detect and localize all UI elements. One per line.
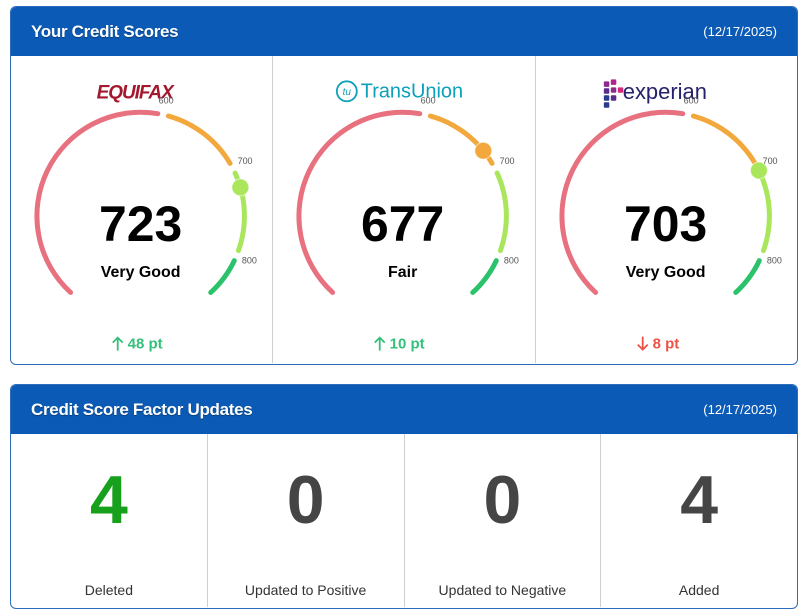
score-value: 723 (99, 196, 182, 252)
factor-label: Updated to Positive (244, 582, 367, 598)
gauge-tick-label: 700 (500, 156, 515, 166)
factor-count: 4 (680, 462, 719, 538)
gauge-band (34, 109, 161, 295)
gauge-band (690, 113, 758, 166)
panel-date: (12/17/2025) (703, 24, 777, 39)
gauge-band (470, 258, 500, 295)
gauge-tick-label: 800 (767, 255, 782, 265)
logo-dot (603, 81, 609, 87)
factor-card: 0 Updated to Positive (206, 434, 404, 607)
score-indicator (474, 141, 493, 160)
gauge-tick-label: 700 (762, 156, 777, 166)
factor-label: Deleted (84, 582, 133, 598)
score-indicator (231, 178, 250, 197)
gauge-band (165, 113, 233, 166)
panel-header: Your Credit Scores (12/17/2025) (11, 7, 797, 56)
scores-panel: Your Credit Scores (12/17/2025) EQUIFAX 6… (10, 6, 798, 365)
panel-title: Credit Score Factor Updates (31, 399, 253, 419)
factor-label: Added (678, 582, 720, 598)
gauge-band (296, 109, 423, 295)
gauge-band (494, 170, 510, 254)
logo-dot (603, 88, 609, 94)
change-arrow (374, 336, 386, 351)
bureau-logo: experian (622, 79, 706, 104)
logo-dot (610, 87, 616, 93)
change-arrow (112, 336, 124, 351)
score-value: 703 (624, 196, 707, 252)
gauge-tick-label: 700 (238, 156, 253, 166)
logo-dot (610, 79, 616, 85)
factor-card: 0 Updated to Negative (403, 434, 601, 607)
factor-count: 4 (89, 462, 128, 538)
factor-card: 4 Deleted (11, 434, 207, 607)
bureau-logo: TransUnion (361, 81, 463, 103)
logo-icon (336, 80, 359, 103)
bureau-card: EQUIFAX 600 700 800 723 Very Good 48 pt (11, 56, 272, 363)
factor-label: Updated to Negative (438, 582, 567, 598)
bureau-row: EQUIFAX 600 700 800 723 Very Good 48 pt tu Trans… (11, 56, 797, 363)
score-change: 48 pt (128, 336, 163, 353)
gauge-band (757, 170, 772, 254)
gauge-tick-label: 600 (683, 95, 698, 105)
gauge-tick-label: 800 (504, 255, 519, 265)
gauge-band (208, 258, 237, 295)
panel-date: (12/17/2025) (703, 402, 777, 417)
score-rating: Fair (388, 264, 417, 281)
score-value: 677 (361, 196, 444, 252)
bureau-card: experian 600 700 800 703 Very Good 8 pt (534, 56, 797, 363)
bureau-logo: EQUIFAX (97, 82, 176, 103)
score-rating: Very Good (625, 264, 705, 281)
logo-dot (603, 95, 609, 101)
logo-dot (617, 87, 623, 93)
factor-row: 4 Deleted 0 Updated to Positive 0 Updated to … (11, 434, 797, 607)
factor-count: 0 (286, 462, 325, 538)
logo-dot (610, 95, 616, 101)
gauge-tick-label: 600 (159, 95, 174, 105)
factor-count: 0 (483, 462, 522, 538)
bureau-card: tu TransUnion 600 700 800 677 Fair 10 pt (272, 56, 534, 363)
score-indicator (749, 161, 768, 180)
gauge-band (732, 258, 762, 295)
score-change: 8 pt (652, 336, 679, 353)
gauge-band (559, 109, 685, 295)
change-arrow (636, 336, 649, 351)
panel-header: Credit Score Factor Updates (12/17/2025) (11, 385, 797, 434)
score-change: 10 pt (390, 336, 425, 353)
score-rating: Very Good (101, 264, 181, 281)
gauge-tick-label: 800 (242, 255, 257, 265)
factors-panel: Credit Score Factor Updates (12/17/2025)… (10, 384, 798, 609)
factor-card: 4 Added (600, 434, 797, 607)
logo-mark: tu (343, 87, 352, 98)
logo-dot (603, 102, 609, 108)
gauge-tick-label: 600 (421, 95, 436, 105)
panel-title: Your Credit Scores (31, 21, 179, 41)
